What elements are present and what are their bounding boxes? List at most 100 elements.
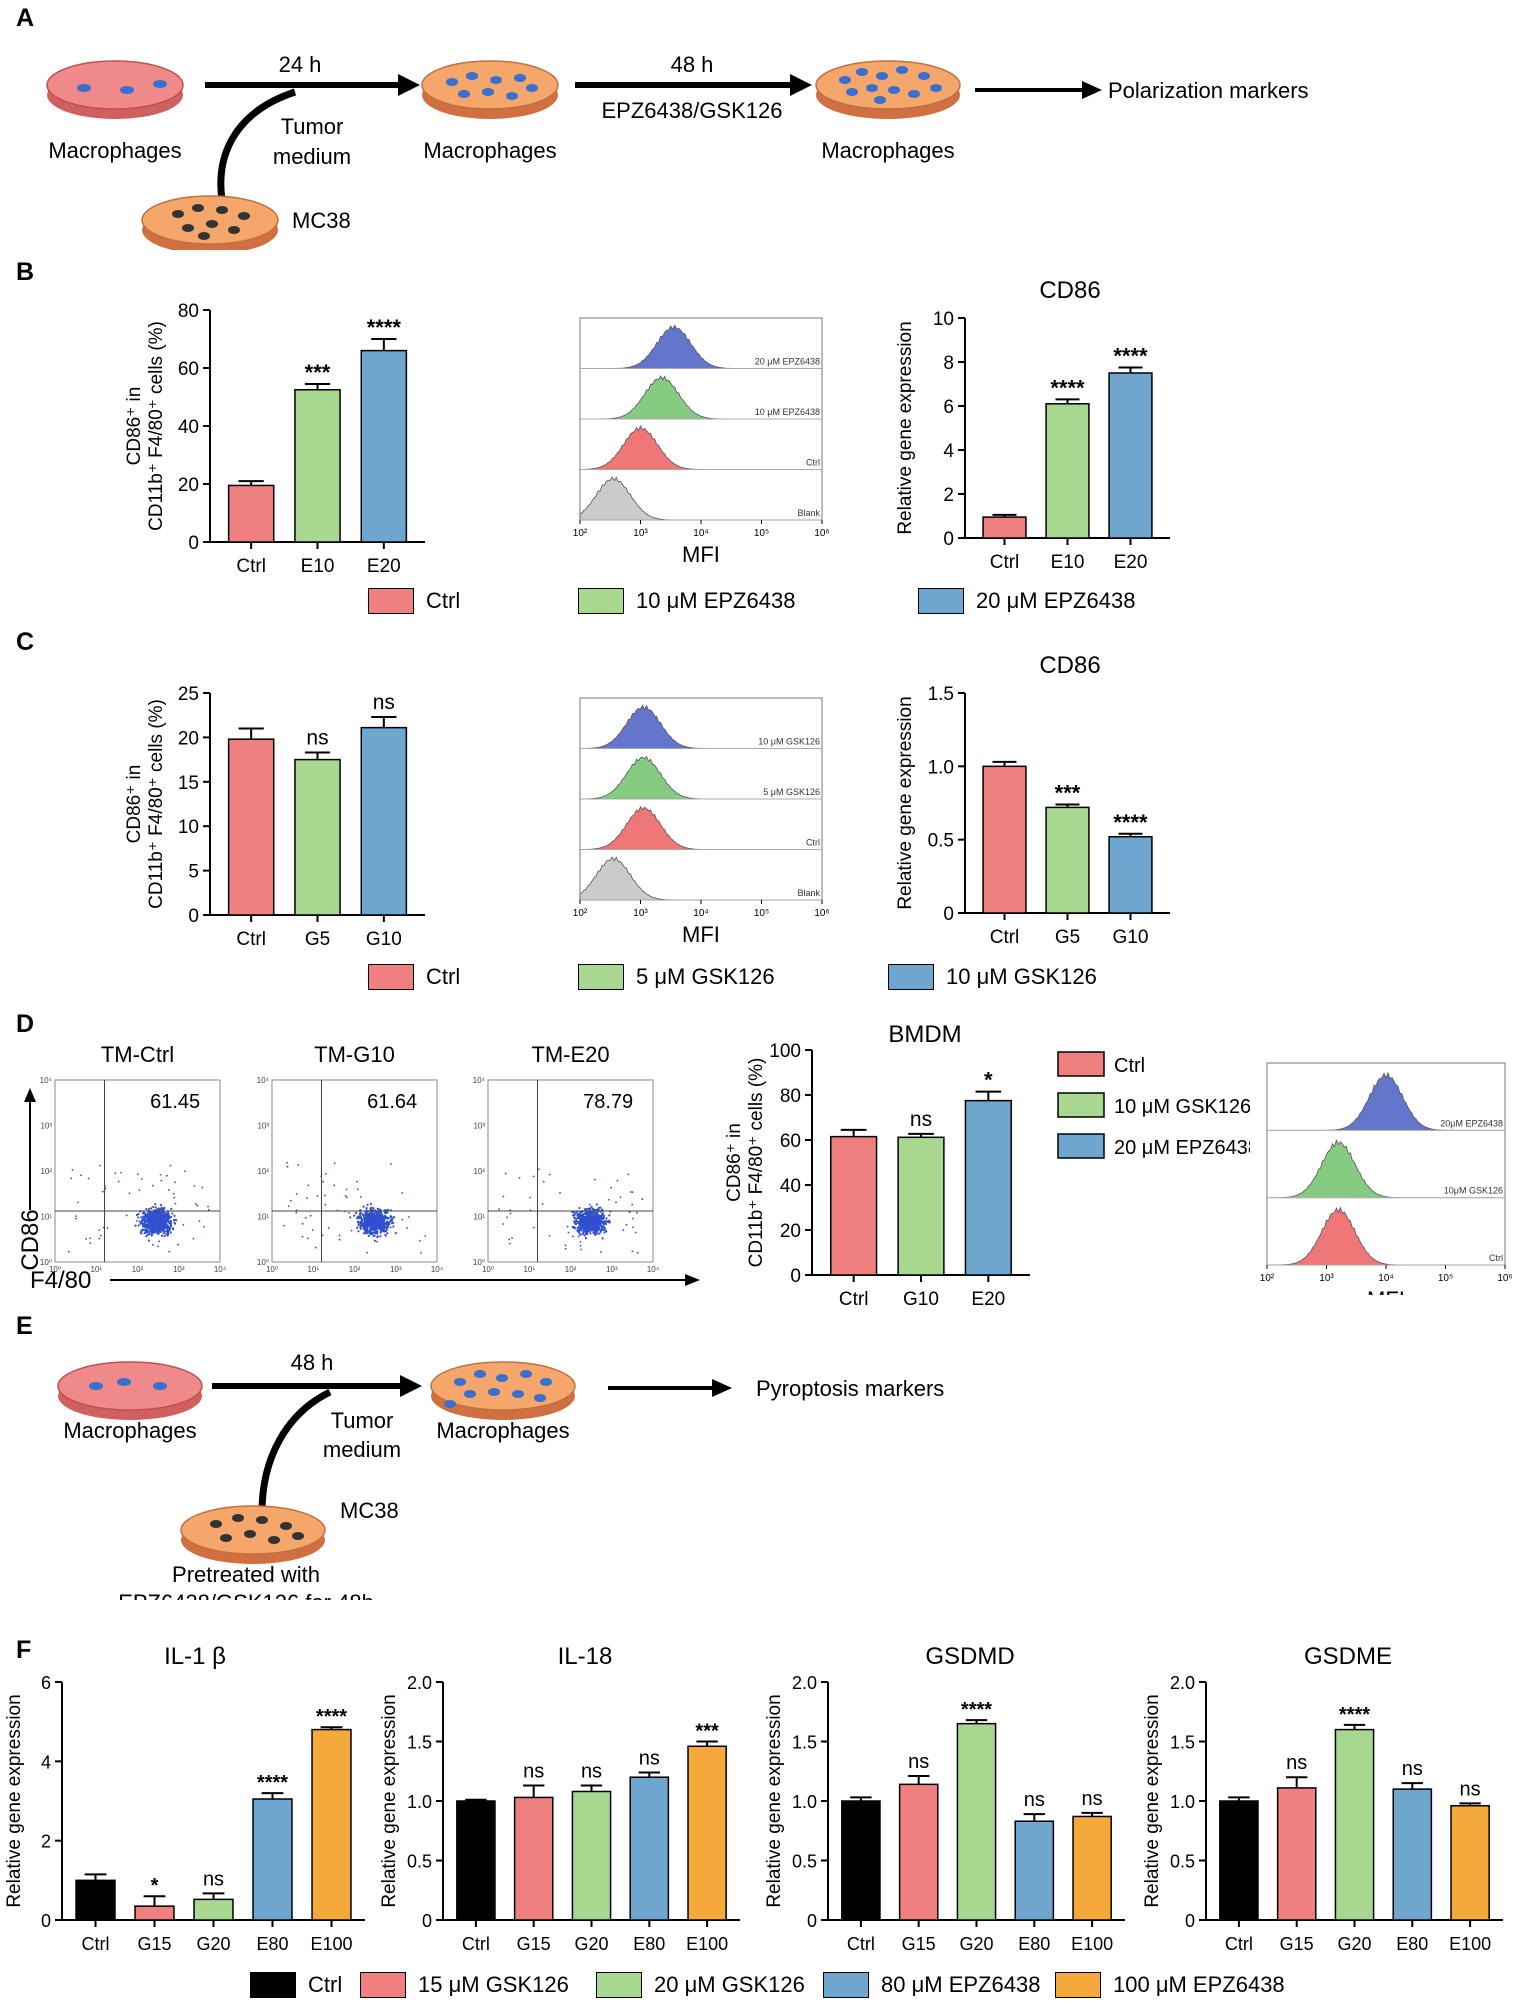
- x-tick-label: 10¹: [523, 1265, 535, 1274]
- significance-label: ****: [367, 315, 402, 340]
- legend-swatch: [578, 964, 624, 990]
- scheme-a-tumor-line1: Tumor: [281, 114, 344, 139]
- y-axis-label-line2: CD11b⁺ F4/80⁺ cells (%): [746, 1058, 767, 1268]
- x-tick-label: 10⁴: [647, 1265, 660, 1274]
- legend-item: 10 μM GSK126: [888, 964, 1097, 990]
- track-label: Blank: [797, 888, 820, 898]
- scatter-frame: [54, 1079, 221, 1263]
- track-label: Ctrl: [806, 458, 820, 468]
- y-axis-label: Relative gene expression: [895, 321, 916, 534]
- arrow-48h: [575, 74, 812, 96]
- y-tick-label: 10: [178, 817, 199, 838]
- x-tick-label: E80: [256, 1934, 288, 1954]
- x-tick-label: Ctrl: [1225, 1934, 1253, 1954]
- scheme-e-curve-arrow: [258, 1388, 332, 1513]
- legend-swatch: [918, 588, 964, 614]
- x-tick-label: G5: [1055, 927, 1080, 948]
- x-tick-label: G10: [1113, 927, 1149, 948]
- legend-item: 80 μM EPZ6438: [823, 1972, 1040, 1998]
- y-tick-label: 0.5: [792, 1852, 817, 1872]
- bar-e80: [1014, 1820, 1055, 1921]
- x-tick-label: 10⁰: [482, 1265, 494, 1274]
- x-tick-label: 10²: [1260, 1273, 1275, 1284]
- significance-label: ns: [1286, 1752, 1307, 1774]
- significance-label: ***: [695, 1721, 719, 1743]
- x-tick-label: E80: [1018, 1934, 1050, 1954]
- x-tick-label: Ctrl: [990, 927, 1020, 948]
- x-tick-label: 10³: [606, 1265, 618, 1274]
- legend-swatch: [1055, 1972, 1101, 1998]
- dish-macrophages-3: [815, 60, 961, 119]
- y-tick-label: 6: [943, 397, 954, 418]
- y-tick-label: 1.5: [928, 684, 954, 705]
- x-tick-label: 10⁵: [1438, 1273, 1453, 1284]
- significance-label: ns: [639, 1747, 660, 1769]
- y-axis-label: CD86: [17, 1209, 44, 1270]
- bar-e80: [629, 1776, 670, 1921]
- bar-e10: [294, 389, 341, 543]
- scheme-e-outcome: Pyroptosis markers: [756, 1376, 944, 1401]
- scheme-a-dish3-label: Macrophages: [821, 138, 954, 163]
- x-tick-label: 10⁶: [814, 528, 829, 539]
- bar-ctrl: [227, 738, 275, 916]
- x-tick-label: 10⁰: [49, 1265, 61, 1274]
- arrow-e-48h: [212, 1375, 422, 1397]
- bar-g10: [897, 1136, 945, 1276]
- scheme-a-dish1-label: Macrophages: [48, 138, 181, 163]
- x-tick-label: 10⁵: [754, 908, 769, 919]
- track-label: 20 μM EPZ6438: [755, 357, 820, 367]
- chart-b-cd86-gene: CD86 Relative gene expression 0 2 4 6 8 10 Ctrl E…: [895, 277, 1170, 573]
- y-tick-label: 0: [807, 1911, 817, 1931]
- y-tick-label: 0: [943, 529, 954, 550]
- legend-swatch: [888, 964, 934, 990]
- scheme-e-pretreat2: EPZ6438/GSK126 for 48h: [118, 1590, 374, 1600]
- bar-e10: [1045, 403, 1090, 539]
- arrow-24h: [205, 74, 420, 96]
- bar-ctrl: [982, 765, 1027, 914]
- x-tick-label: E100: [310, 1934, 352, 1954]
- y-tick-label: 1.0: [1170, 1792, 1195, 1812]
- legend-swatch: [823, 1972, 869, 1998]
- legend-swatch: [360, 1972, 406, 1998]
- arrow-outcome-e: [608, 1379, 732, 1397]
- x-tick-label: 10⁴: [693, 908, 708, 919]
- panel-label-f: F: [16, 1636, 32, 1664]
- x-tick-label: G20: [574, 1934, 608, 1954]
- significance-label: ns: [373, 691, 395, 714]
- scheme-e-pretreat1: Pretreated with: [172, 1562, 320, 1587]
- bar-e20: [1108, 372, 1153, 539]
- legend-label: Ctrl: [426, 964, 461, 989]
- y-tick-label: 60: [780, 1131, 801, 1152]
- bar-g5: [294, 758, 341, 916]
- legend-swatch: [1057, 1051, 1105, 1077]
- chart-title: CD86: [1039, 277, 1100, 304]
- y-tick-label: 1.0: [407, 1792, 432, 1812]
- legend-label: 20 μM EPZ6438: [976, 588, 1136, 613]
- x-tick-label: G20: [196, 1934, 230, 1954]
- y-tick-label: 25: [178, 684, 199, 705]
- bar-g20: [956, 1722, 997, 1921]
- track-label: Ctrl: [806, 838, 820, 848]
- x-tick-label: 10²: [565, 1265, 577, 1274]
- significance-label: ns: [203, 1868, 224, 1890]
- bar-e100: [1072, 1815, 1112, 1921]
- x-tick-label: 10³: [633, 528, 648, 539]
- scatter-title: TM-E20: [531, 1042, 609, 1067]
- y-tick-label: 4: [41, 1752, 51, 1772]
- panel-label-b: B: [16, 258, 35, 286]
- y-tick-label: 10³: [40, 1122, 52, 1131]
- x-tick-label: G5: [305, 929, 330, 950]
- arrow-outcome-a: [975, 81, 1102, 99]
- y-tick-label: 2.0: [407, 1673, 432, 1693]
- track-label: 10 μM GSK126: [758, 737, 820, 747]
- chart-title: GSDMD: [925, 1643, 1014, 1670]
- x-tick-label: 10⁵: [754, 528, 769, 539]
- legend-label: 10 μM EPZ6438: [636, 588, 796, 613]
- scheme-a-time2: 48 h: [671, 52, 714, 77]
- y-tick-label: 20: [178, 728, 199, 749]
- x-tick-label: E10: [1051, 552, 1085, 573]
- chart-d-bmdm: BMDM CD86⁺ in CD11b⁺ F4/80⁺ cells (%) 0 20 40…: [724, 1021, 1250, 1310]
- scheme-e-dish2-label: Macrophages: [436, 1418, 569, 1443]
- x-tick-label: 10⁴: [693, 528, 708, 539]
- x-axis-label: MFI: [1367, 1287, 1405, 1295]
